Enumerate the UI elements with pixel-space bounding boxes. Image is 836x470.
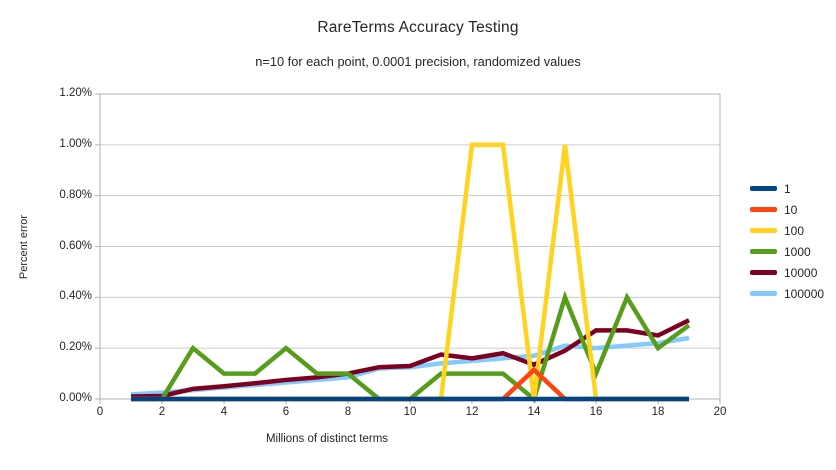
legend-swatch: [750, 291, 777, 296]
legend-swatch: [750, 186, 777, 191]
chart-title: RareTerms Accuracy Testing: [317, 19, 519, 36]
legend-swatch: [750, 207, 777, 212]
legend-label: 1: [784, 181, 791, 196]
chart-subtitle: n=10 for each point, 0.0001 precision, r…: [255, 54, 581, 69]
legend-item-10: 10: [750, 202, 824, 217]
legend-item-100000: 100000: [750, 286, 824, 301]
legend: 1 10 100 1000 10000 100000: [750, 181, 824, 307]
legend-item-1000: 1000: [750, 244, 824, 259]
legend-swatch: [750, 228, 777, 233]
legend-label: 10000: [784, 265, 818, 280]
x-axis-title: Millions of distinct terms: [265, 433, 389, 445]
legend-item-1: 1: [750, 181, 824, 196]
legend-label: 1000: [784, 244, 811, 259]
y-axis-title: Percent error: [18, 214, 30, 280]
legend-swatch: [750, 249, 777, 254]
legend-item-10000: 10000: [750, 265, 824, 280]
series-line-100: [131, 142, 689, 402]
legend-swatch: [750, 270, 777, 275]
series-line-10000: [130, 318, 690, 399]
legend-label: 10: [784, 202, 798, 217]
series-line-10: [131, 366, 689, 402]
legend-label: 100000: [784, 286, 825, 301]
legend-item-100: 100: [750, 223, 824, 238]
legend-label: 100: [784, 223, 805, 238]
